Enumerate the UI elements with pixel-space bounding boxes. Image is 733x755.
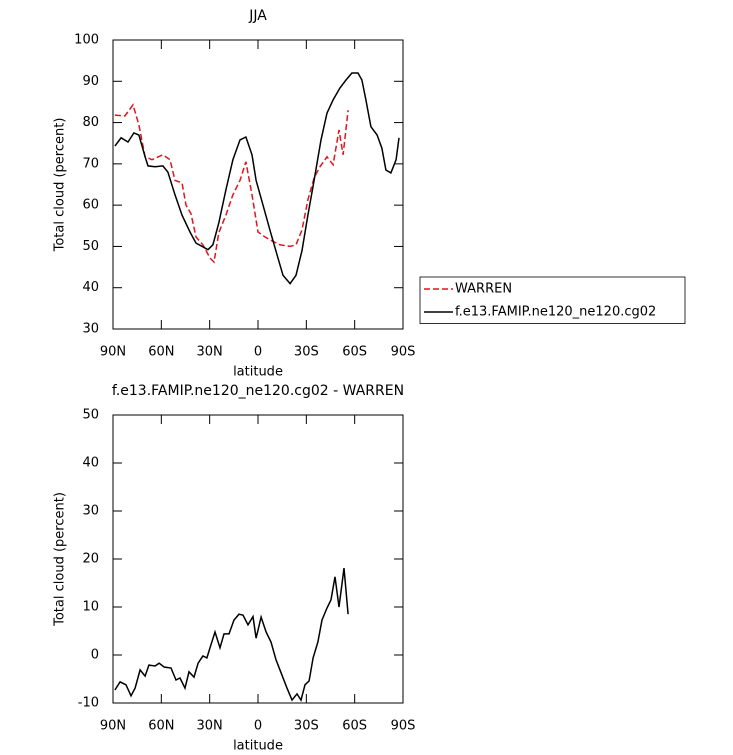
x-tick-label: 30S	[294, 345, 319, 360]
y-tick-label: 50	[82, 408, 99, 423]
y-tick-label: 10	[82, 600, 99, 615]
plot: JJA latitude Total cloud (percent) 30 40 50 60…	[53, 8, 416, 380]
y-tick-label: 70	[82, 156, 99, 171]
x-tick-label: 60N	[148, 345, 174, 360]
legend-box	[419, 276, 686, 324]
plot: f.e13.FAMIP.ne120_ne120.cg02 - WARREN lat…	[53, 383, 416, 754]
y-tick-label: 40	[82, 280, 99, 295]
y-tick-label: 20	[82, 552, 99, 567]
x-tick-label: 0	[254, 719, 262, 734]
chart-title: f.e13.FAMIP.ne120_ne120.cg02 - WARREN	[112, 383, 404, 399]
x-tick-label: 0	[254, 345, 262, 360]
y-tick-label: 50	[82, 239, 99, 254]
y-tick-label: 30	[82, 322, 99, 337]
legend-label: f.e13.FAMIP.ne120_ne120.cg02	[455, 305, 656, 320]
x-tick-label: 90S	[391, 719, 416, 734]
x-tick-label: 30S	[294, 719, 319, 734]
y-tick-label: 100	[74, 33, 99, 48]
x-tick-label: 90S	[391, 345, 416, 360]
legend: WARREN f.e13.FAMIP.ne120_ne120.cg02	[419, 276, 686, 324]
data-line	[114, 568, 349, 702]
chart-title: JJA	[248, 8, 267, 24]
plot-frame	[112, 414, 404, 704]
x-axis-label: latitude	[233, 739, 283, 754]
y-tick-label: 90	[82, 74, 99, 89]
x-axis-label: latitude	[233, 365, 283, 380]
y-tick-label: 80	[82, 115, 99, 130]
x-tick-label: 90N	[100, 719, 126, 734]
y-tick-label: 40	[82, 456, 99, 471]
x-tick-label: 90N	[100, 345, 126, 360]
x-tick-label: 30N	[197, 345, 223, 360]
y-axis-label: Total cloud (percent)	[53, 118, 68, 253]
y-tick-label: 0	[91, 648, 99, 663]
data-line	[114, 72, 400, 285]
legend-label: WARREN	[455, 282, 512, 297]
x-tick-label: 60S	[342, 719, 367, 734]
x-tick-label: 60S	[342, 345, 367, 360]
y-axis-label: Total cloud (percent)	[53, 492, 68, 627]
x-tick-label: 30N	[197, 719, 223, 734]
y-tick-label: -10	[78, 696, 99, 711]
x-tick-label: 60N	[148, 719, 174, 734]
y-tick-label: 30	[82, 504, 99, 519]
y-tick-label: 60	[82, 198, 99, 213]
